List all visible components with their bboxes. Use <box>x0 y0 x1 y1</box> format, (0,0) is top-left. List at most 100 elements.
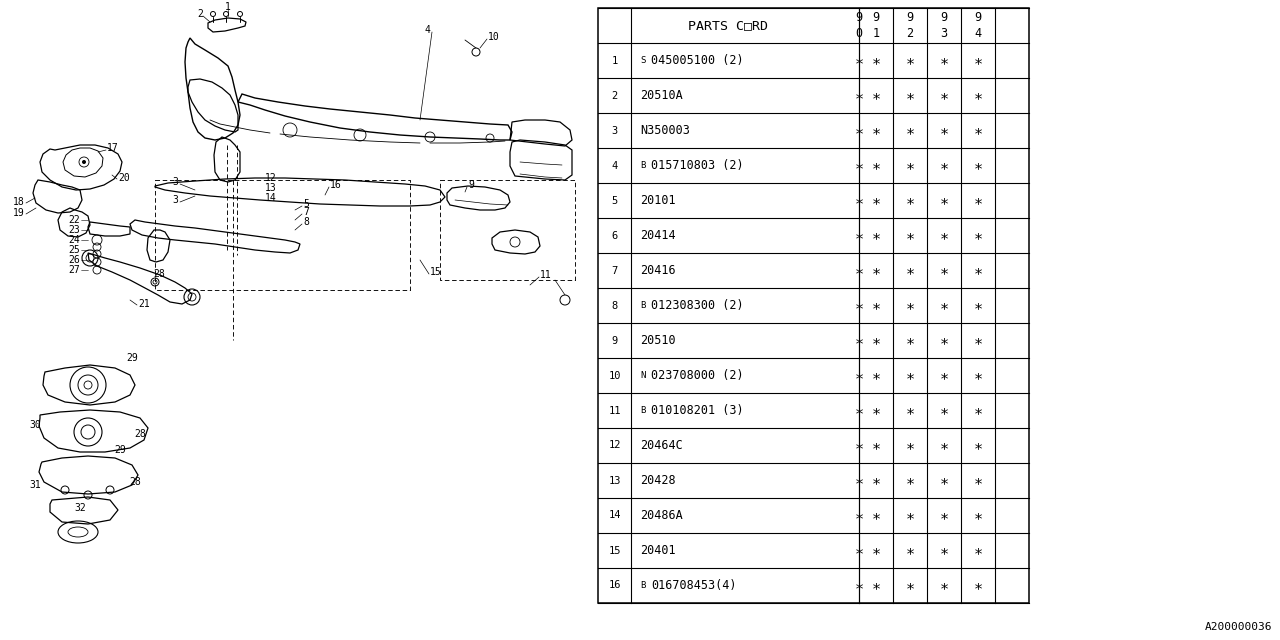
Text: ∗: ∗ <box>973 473 983 488</box>
Text: ∗: ∗ <box>855 88 864 103</box>
Text: ∗: ∗ <box>973 53 983 68</box>
Text: ∗: ∗ <box>905 193 915 208</box>
Text: ∗: ∗ <box>940 473 948 488</box>
Text: 20414: 20414 <box>640 229 676 242</box>
Text: ∗: ∗ <box>872 158 881 173</box>
Text: 16: 16 <box>330 180 342 190</box>
Text: ∗: ∗ <box>973 403 983 418</box>
Text: 20510A: 20510A <box>640 89 682 102</box>
Text: ∗: ∗ <box>940 158 948 173</box>
Text: ∗: ∗ <box>973 543 983 558</box>
Text: 20: 20 <box>118 173 129 183</box>
Text: 10: 10 <box>608 371 621 381</box>
Text: B: B <box>640 581 645 590</box>
Text: ∗: ∗ <box>940 438 948 453</box>
Text: ∗: ∗ <box>872 88 881 103</box>
Text: ∗: ∗ <box>940 263 948 278</box>
Text: 25: 25 <box>68 245 79 255</box>
Text: 2: 2 <box>906 27 914 40</box>
Text: ∗: ∗ <box>973 263 983 278</box>
Text: ∗: ∗ <box>855 508 864 523</box>
Text: 28: 28 <box>129 477 141 487</box>
Text: ∗: ∗ <box>905 158 915 173</box>
Text: ∗: ∗ <box>872 368 881 383</box>
Text: 9: 9 <box>974 11 982 24</box>
Text: 20510: 20510 <box>640 334 676 347</box>
Text: ∗: ∗ <box>855 368 864 383</box>
Text: 9: 9 <box>468 180 474 190</box>
Text: 23: 23 <box>68 225 79 235</box>
Text: ∗: ∗ <box>872 578 881 593</box>
Text: 1: 1 <box>225 2 230 12</box>
Text: 012308300 (2): 012308300 (2) <box>652 299 744 312</box>
Text: ∗: ∗ <box>872 508 881 523</box>
Text: ∗: ∗ <box>872 263 881 278</box>
Bar <box>598 8 1029 603</box>
Text: 10: 10 <box>488 32 499 42</box>
Text: ∗: ∗ <box>855 403 864 418</box>
Text: ∗: ∗ <box>973 158 983 173</box>
Text: 9: 9 <box>612 335 618 346</box>
Text: ∗: ∗ <box>905 368 915 383</box>
Text: ∗: ∗ <box>872 123 881 138</box>
Text: 16: 16 <box>608 580 621 591</box>
Text: ∗: ∗ <box>905 88 915 103</box>
Text: ∗: ∗ <box>940 543 948 558</box>
Text: ∗: ∗ <box>940 368 948 383</box>
Text: 20101: 20101 <box>640 194 676 207</box>
Text: 7: 7 <box>612 266 618 275</box>
Text: ∗: ∗ <box>855 193 864 208</box>
Text: 28: 28 <box>134 429 146 439</box>
Text: 32: 32 <box>74 503 86 513</box>
Text: 17: 17 <box>108 143 119 153</box>
Text: ∗: ∗ <box>940 88 948 103</box>
Text: 9: 9 <box>941 11 947 24</box>
Text: 15: 15 <box>608 545 621 556</box>
Text: ∗: ∗ <box>905 578 915 593</box>
Text: ∗: ∗ <box>973 193 983 208</box>
Text: 1: 1 <box>612 56 618 65</box>
Text: 5: 5 <box>303 199 308 209</box>
Text: ∗: ∗ <box>940 298 948 313</box>
Text: ∗: ∗ <box>855 228 864 243</box>
Text: ∗: ∗ <box>940 403 948 418</box>
Text: 1: 1 <box>873 27 879 40</box>
Text: 8: 8 <box>612 301 618 310</box>
Text: 6: 6 <box>612 230 618 241</box>
Text: 045005100 (2): 045005100 (2) <box>652 54 744 67</box>
Text: 13: 13 <box>608 476 621 486</box>
Text: ∗: ∗ <box>855 53 864 68</box>
Text: ∗: ∗ <box>940 228 948 243</box>
Text: B: B <box>640 301 645 310</box>
Text: ∗: ∗ <box>940 333 948 348</box>
Text: 31: 31 <box>29 480 41 490</box>
Text: N: N <box>640 371 645 380</box>
Text: ∗: ∗ <box>973 228 983 243</box>
Text: ∗: ∗ <box>905 333 915 348</box>
Text: B: B <box>640 161 645 170</box>
Text: 22: 22 <box>68 215 79 225</box>
Text: S: S <box>640 56 645 65</box>
Text: ∗: ∗ <box>973 438 983 453</box>
Text: 3: 3 <box>941 27 947 40</box>
Text: PARTS C□RD: PARTS C□RD <box>689 19 768 32</box>
Text: ∗: ∗ <box>905 403 915 418</box>
Text: 8: 8 <box>303 217 308 227</box>
Text: 9: 9 <box>873 11 879 24</box>
Text: 20401: 20401 <box>640 544 676 557</box>
Text: 12: 12 <box>608 440 621 451</box>
Text: 0: 0 <box>855 27 863 40</box>
Text: 21: 21 <box>138 299 150 309</box>
Text: 19: 19 <box>13 208 26 218</box>
Text: 2: 2 <box>612 90 618 100</box>
Text: ∗: ∗ <box>973 123 983 138</box>
Text: 016708453(4): 016708453(4) <box>652 579 736 592</box>
Text: 18: 18 <box>13 197 26 207</box>
Text: ∗: ∗ <box>905 508 915 523</box>
Text: ∗: ∗ <box>872 403 881 418</box>
Text: ∗: ∗ <box>855 578 864 593</box>
Text: ∗: ∗ <box>872 333 881 348</box>
Text: ∗: ∗ <box>855 473 864 488</box>
Text: ∗: ∗ <box>973 508 983 523</box>
Text: 7: 7 <box>303 207 308 217</box>
